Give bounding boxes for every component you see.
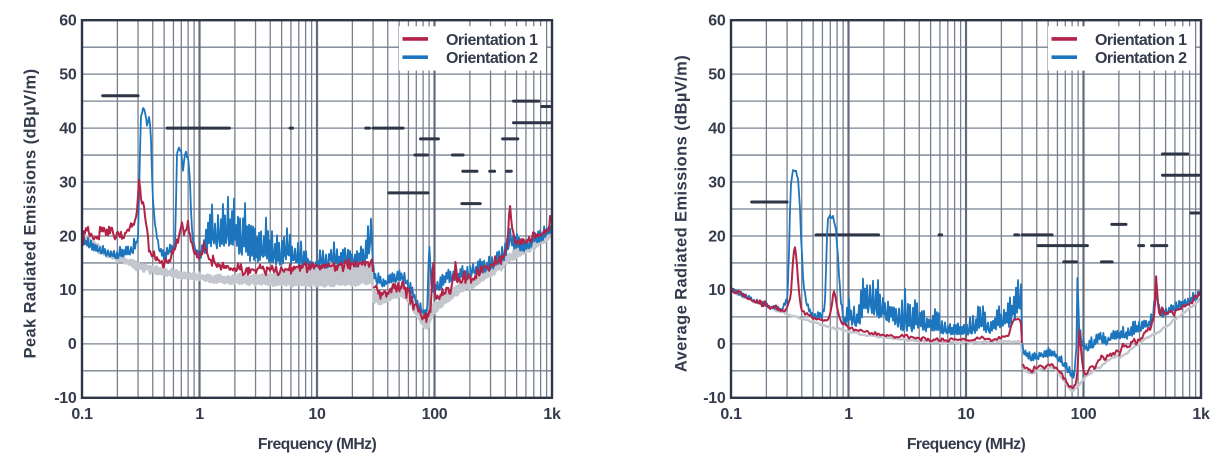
svg-text:50: 50	[708, 66, 726, 83]
svg-text:30: 30	[708, 174, 726, 191]
svg-text:10: 10	[708, 282, 726, 299]
svg-text:10: 10	[957, 406, 975, 423]
svg-text:-10: -10	[54, 390, 77, 407]
svg-text:0.1: 0.1	[71, 406, 93, 423]
svg-text:40: 40	[59, 120, 77, 137]
svg-text:10: 10	[59, 282, 77, 299]
svg-text:Frequency (MHz): Frequency (MHz)	[258, 436, 377, 453]
svg-text:0: 0	[717, 336, 726, 353]
svg-text:Orientation 2: Orientation 2	[446, 50, 538, 67]
svg-text:Orientation 1: Orientation 1	[446, 32, 538, 49]
svg-text:1: 1	[844, 406, 853, 423]
svg-text:100: 100	[1071, 406, 1097, 423]
svg-text:20: 20	[708, 228, 726, 245]
svg-text:10: 10	[308, 406, 326, 423]
svg-text:0: 0	[68, 336, 77, 353]
svg-text:Average Radiated Emissions (dB: Average Radiated Emissions (dBµV/m)	[673, 55, 691, 372]
svg-text:30: 30	[59, 174, 77, 191]
svg-text:Peak Radiated Emissions (dBµV/: Peak Radiated Emissions (dBµV/m)	[22, 68, 40, 358]
svg-text:40: 40	[708, 120, 726, 137]
svg-text:0.1: 0.1	[720, 406, 742, 423]
svg-text:60: 60	[708, 13, 726, 30]
svg-text:1k: 1k	[543, 406, 561, 423]
svg-text:Frequency (MHz): Frequency (MHz)	[907, 436, 1026, 453]
svg-text:50: 50	[59, 66, 77, 83]
svg-text:20: 20	[59, 228, 77, 245]
svg-text:Orientation 1: Orientation 1	[1095, 32, 1187, 49]
svg-text:1: 1	[195, 406, 204, 423]
svg-text:Orientation 2: Orientation 2	[1095, 50, 1187, 67]
svg-text:100: 100	[422, 406, 448, 423]
svg-text:60: 60	[59, 13, 77, 30]
svg-text:1k: 1k	[1192, 406, 1210, 423]
svg-text:-10: -10	[703, 390, 726, 407]
